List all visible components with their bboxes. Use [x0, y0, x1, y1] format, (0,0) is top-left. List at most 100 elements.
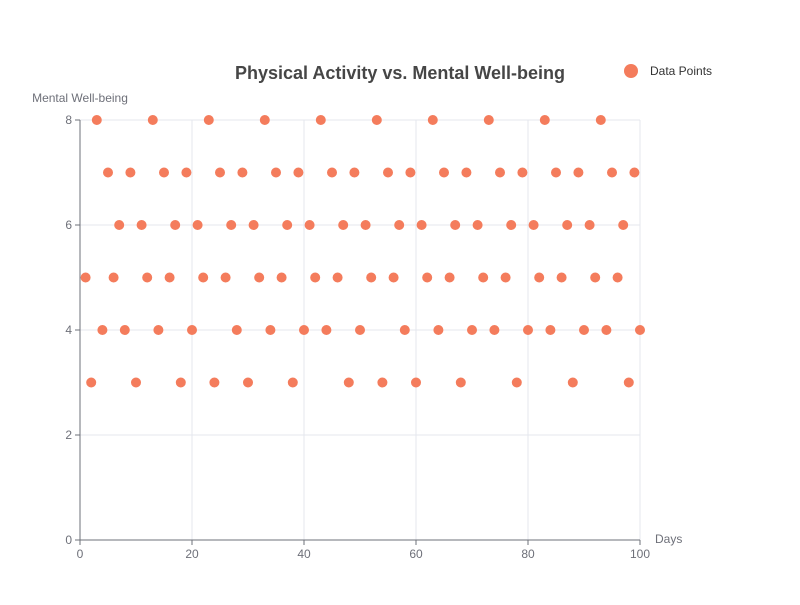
data-point[interactable] — [444, 272, 455, 283]
data-point[interactable] — [287, 377, 298, 388]
data-point[interactable] — [455, 377, 466, 388]
data-point[interactable] — [517, 167, 528, 178]
data-point[interactable] — [282, 220, 293, 230]
data-point[interactable] — [175, 377, 186, 388]
data-point[interactable] — [259, 115, 270, 125]
data-point[interactable] — [511, 377, 522, 388]
data-point[interactable] — [299, 325, 309, 335]
data-point[interactable] — [394, 220, 405, 230]
data-point[interactable] — [220, 272, 231, 283]
data-point[interactable] — [433, 325, 444, 335]
data-point[interactable] — [478, 272, 489, 283]
data-point[interactable] — [271, 167, 281, 178]
data-point[interactable] — [231, 325, 242, 335]
data-point[interactable] — [377, 377, 388, 388]
data-point[interactable] — [265, 325, 276, 335]
data-point[interactable] — [131, 377, 141, 388]
data-point[interactable] — [349, 167, 360, 178]
data-point[interactable] — [623, 377, 634, 388]
data-point[interactable] — [164, 272, 175, 283]
data-point[interactable] — [254, 272, 265, 283]
data-point[interactable] — [315, 115, 326, 125]
data-point[interactable] — [612, 272, 623, 283]
data-point[interactable] — [147, 115, 158, 125]
data-point[interactable] — [399, 325, 410, 335]
data-point[interactable] — [332, 272, 343, 283]
data-point[interactable] — [366, 272, 377, 283]
data-point[interactable] — [467, 325, 477, 335]
data-point[interactable] — [209, 377, 220, 388]
data-point[interactable] — [590, 272, 601, 283]
data-point[interactable] — [114, 220, 125, 230]
data-point[interactable] — [495, 167, 505, 178]
data-point[interactable] — [360, 220, 371, 230]
data-point[interactable] — [371, 115, 382, 125]
data-point[interactable] — [142, 272, 153, 283]
data-point[interactable] — [187, 325, 197, 335]
data-point[interactable] — [489, 325, 500, 335]
data-point[interactable] — [80, 272, 91, 283]
data-point[interactable] — [545, 325, 556, 335]
data-point[interactable] — [276, 272, 287, 283]
data-point[interactable] — [534, 272, 545, 283]
data-point[interactable] — [97, 325, 108, 335]
data-point[interactable] — [215, 167, 225, 178]
data-point[interactable] — [450, 220, 461, 230]
data-point[interactable] — [159, 167, 169, 178]
data-point[interactable] — [607, 167, 617, 178]
data-point[interactable] — [86, 377, 97, 388]
data-point[interactable] — [125, 167, 136, 178]
data-point[interactable] — [170, 220, 181, 230]
data-point[interactable] — [327, 167, 337, 178]
data-point[interactable] — [483, 115, 494, 125]
data-point[interactable] — [304, 220, 315, 230]
data-point[interactable] — [243, 377, 253, 388]
data-point[interactable] — [405, 167, 416, 178]
data-point[interactable] — [562, 220, 573, 230]
data-point[interactable] — [539, 115, 550, 125]
data-point[interactable] — [573, 167, 584, 178]
data-point[interactable] — [108, 272, 119, 283]
data-point[interactable] — [601, 325, 612, 335]
data-point[interactable] — [635, 325, 645, 335]
data-point[interactable] — [579, 325, 589, 335]
data-point[interactable] — [461, 167, 472, 178]
data-point[interactable] — [355, 325, 365, 335]
data-point[interactable] — [388, 272, 399, 283]
data-point[interactable] — [310, 272, 321, 283]
data-point[interactable] — [203, 115, 214, 125]
data-point[interactable] — [523, 325, 533, 335]
data-point[interactable] — [416, 220, 427, 230]
data-point[interactable] — [506, 220, 517, 230]
data-point[interactable] — [472, 220, 483, 230]
data-point[interactable] — [226, 220, 237, 230]
data-point[interactable] — [321, 325, 332, 335]
data-point[interactable] — [584, 220, 595, 230]
data-point[interactable] — [422, 272, 433, 283]
data-point[interactable] — [136, 220, 147, 230]
data-point[interactable] — [153, 325, 164, 335]
data-point[interactable] — [500, 272, 511, 283]
data-point[interactable] — [629, 167, 640, 178]
data-point[interactable] — [595, 115, 606, 125]
data-point[interactable] — [411, 377, 421, 388]
data-point[interactable] — [343, 377, 354, 388]
data-point[interactable] — [198, 272, 209, 283]
data-point[interactable] — [192, 220, 203, 230]
data-point[interactable] — [383, 167, 393, 178]
data-point[interactable] — [551, 167, 561, 178]
data-point[interactable] — [237, 167, 248, 178]
data-point[interactable] — [618, 220, 629, 230]
data-point[interactable] — [567, 377, 578, 388]
data-point[interactable] — [439, 167, 449, 178]
data-point[interactable] — [556, 272, 567, 283]
data-point[interactable] — [528, 220, 539, 230]
legend[interactable]: Data Points — [624, 64, 712, 78]
data-point[interactable] — [338, 220, 349, 230]
data-point[interactable] — [248, 220, 259, 230]
data-point[interactable] — [427, 115, 438, 125]
data-point[interactable] — [293, 167, 304, 178]
data-point[interactable] — [91, 115, 102, 125]
data-point[interactable] — [119, 325, 130, 335]
data-point[interactable] — [181, 167, 192, 178]
